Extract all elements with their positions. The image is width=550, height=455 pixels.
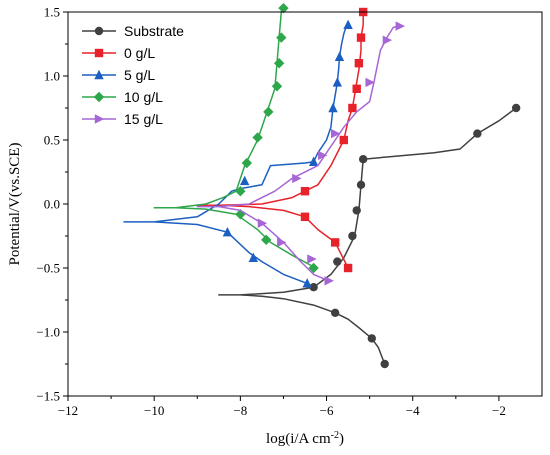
series-line-10-g-l [153, 7, 317, 269]
y-tick-label: 0.0 [44, 197, 60, 212]
data-point-15-g-l [365, 77, 375, 88]
data-point-substrate [358, 155, 368, 164]
data-point-15-g-l [307, 254, 317, 264]
series-line-0-g-l [196, 12, 364, 269]
data-point-0-g-l [300, 212, 310, 221]
data-point-15-g-l [330, 128, 341, 139]
data-point-substrate [367, 334, 376, 343]
legend-item-5-g-l: 5 g/L [82, 67, 155, 83]
data-point-15-g-l [318, 150, 328, 161]
data-point-substrate [380, 359, 389, 369]
data-point-5-g-l [334, 51, 345, 61]
data-point-15-g-l [277, 237, 287, 248]
data-point-substrate [352, 206, 361, 215]
legend-label: 0 g/L [124, 45, 155, 61]
y-axis-title: Potential/V(vs.SCE) [7, 143, 23, 266]
legend-marker [93, 91, 105, 103]
x-tick-label: −8 [233, 403, 247, 418]
data-point-substrate [473, 129, 482, 138]
data-point-0-g-l [343, 263, 353, 273]
x-axis-title: log(i/A cm-2) [266, 430, 344, 447]
data-point-0-g-l [330, 238, 340, 247]
data-point-substrate [333, 257, 342, 266]
legend-marker [94, 26, 104, 36]
y-tick-label: 0.5 [44, 133, 60, 148]
series-5-g-l [123, 19, 353, 288]
data-point-5-g-l [248, 252, 258, 262]
series-line-substrate [218, 107, 517, 365]
data-point-5-g-l [332, 77, 343, 87]
data-point-10-g-l [273, 58, 285, 69]
legend-marker [94, 69, 104, 80]
x-axis-ticks: −12 −10 −8 −6 −4 −2 [58, 396, 506, 418]
legend-label: 15 g/L [124, 111, 163, 127]
data-point-10-g-l [271, 81, 283, 92]
data-point-substrate [511, 103, 521, 113]
data-point-substrate [330, 308, 340, 317]
data-point-15-g-l [257, 218, 268, 228]
x-tick-label: −10 [144, 403, 164, 418]
legend-label: 5 g/L [124, 67, 155, 83]
series-line-5-g-l [123, 24, 349, 285]
legend: Substrate 0 g/L 5 g/L 10 g/L 15 g/L [82, 23, 184, 127]
y-tick-label: −0.5 [36, 261, 60, 276]
data-point-0-g-l [300, 187, 310, 196]
data-point-5-g-l [239, 175, 250, 186]
data-point-10-g-l [276, 32, 287, 43]
data-point-10-g-l [278, 2, 289, 14]
data-point-15-g-l [324, 276, 334, 286]
x-tick-label: −2 [492, 403, 506, 418]
series-0-g-l [196, 7, 368, 273]
legend-marker [94, 48, 104, 58]
data-point-15-g-l [292, 173, 302, 184]
data-point-substrate [348, 231, 357, 241]
data-point-10-g-l [235, 186, 246, 197]
series-substrate [218, 103, 521, 369]
legend-item-10-g-l: 10 g/L [82, 89, 163, 105]
data-point-10-g-l [241, 157, 253, 169]
plot-frame [67, 11, 543, 397]
data-point-0-g-l [348, 103, 357, 113]
y-tick-label: 1.0 [44, 69, 60, 84]
y-tick-label: −1.5 [36, 389, 60, 404]
series-15-g-l [196, 21, 405, 286]
data-point-10-g-l [261, 234, 272, 246]
data-point-5-g-l [328, 102, 338, 113]
legend-item-15-g-l: 15 g/L [82, 111, 163, 127]
data-point-0-g-l [356, 33, 366, 42]
data-point-0-g-l [352, 84, 361, 93]
data-point-15-g-l [382, 35, 393, 45]
series-layer [123, 2, 521, 369]
data-point-10-g-l [252, 132, 263, 143]
data-point-10-g-l [263, 106, 274, 118]
data-point-substrate [356, 180, 366, 189]
data-point-15-g-l [395, 21, 405, 31]
data-point-0-g-l [354, 59, 364, 68]
y-tick-label: −1.0 [36, 325, 60, 340]
x-tick-label: −12 [58, 403, 78, 418]
y-axis-ticks: −1.5 −1.0 −0.5 0.0 0.5 1.0 1.5 [36, 5, 68, 404]
data-point-substrate [309, 283, 318, 292]
data-point-5-g-l [308, 156, 319, 166]
legend-label: Substrate [124, 23, 184, 39]
legend-label: 10 g/L [124, 89, 163, 105]
x-tick-label: −4 [406, 403, 420, 418]
legend-item-substrate: Substrate [82, 23, 184, 39]
series-line-15-g-l [196, 25, 400, 282]
data-point-5-g-l [222, 226, 233, 237]
y-tick-label: 1.5 [44, 5, 60, 20]
legend-marker [94, 114, 105, 124]
legend-item-0-g-l: 0 g/L [82, 45, 155, 61]
series-10-g-l [153, 2, 319, 274]
data-point-0-g-l [339, 135, 348, 145]
data-point-5-g-l [302, 278, 312, 288]
x-tick-label: −6 [320, 403, 334, 418]
data-point-5-g-l [343, 19, 353, 29]
data-point-10-g-l [308, 262, 319, 274]
